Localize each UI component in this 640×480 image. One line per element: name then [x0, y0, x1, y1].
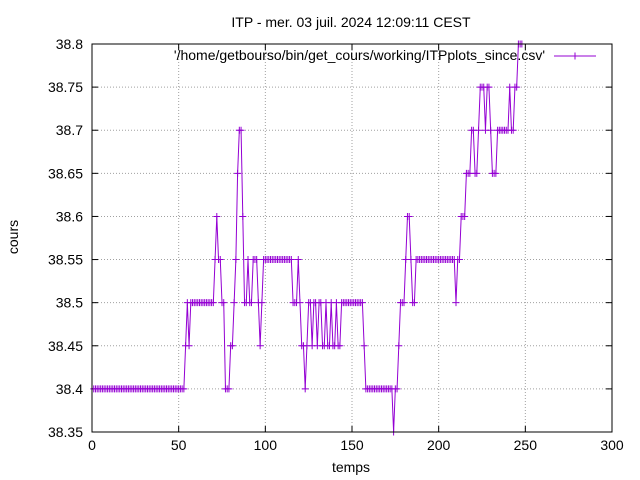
- x-tick-label: 150: [340, 437, 364, 453]
- data-point: [225, 385, 233, 393]
- y-tick-label: 38.6: [56, 208, 83, 224]
- y-tick-label: 38.5: [56, 295, 83, 311]
- data-point: [234, 169, 242, 177]
- data-point: [247, 299, 255, 307]
- x-axis-label: temps: [332, 459, 370, 475]
- data-point: [405, 212, 413, 220]
- series-layer: [90, 40, 526, 436]
- data-point: [360, 342, 368, 350]
- data-point: [513, 83, 521, 91]
- data-point: [230, 299, 238, 307]
- y-axis-label: cours: [5, 220, 21, 254]
- data-point: [232, 256, 240, 264]
- data-point: [410, 299, 418, 307]
- y-tick-label: 38.4: [56, 381, 83, 397]
- x-tick-label: 200: [427, 437, 451, 453]
- data-point: [180, 385, 188, 393]
- x-tick-label: 50: [171, 437, 187, 453]
- data-point: [487, 126, 495, 134]
- data-point: [509, 126, 517, 134]
- data-point: [475, 126, 483, 134]
- legend-label: '/home/getbourso/bin/get_cours/working/I…: [174, 47, 545, 63]
- y-tick-label: 38.8: [56, 36, 83, 52]
- data-point: [296, 299, 304, 307]
- data-point: [452, 299, 460, 307]
- y-tick-label: 38.65: [48, 165, 83, 181]
- y-tick-label: 38.35: [48, 424, 83, 440]
- data-point: [220, 299, 228, 307]
- data-point: [228, 342, 236, 350]
- y-tick-label: 38.7: [56, 122, 83, 138]
- data-point: [473, 169, 481, 177]
- data-point: [400, 299, 408, 307]
- data-point: [395, 342, 403, 350]
- y-tick-label: 38.45: [48, 338, 83, 354]
- legend-marker: [571, 52, 579, 60]
- x-tick-label: 250: [514, 437, 538, 453]
- plot-frame: [91, 43, 613, 433]
- data-point: [216, 256, 224, 264]
- data-point: [393, 385, 401, 393]
- data-point: [336, 342, 344, 350]
- data-point: [209, 299, 217, 307]
- x-tick-label: 100: [254, 437, 278, 453]
- data-point: [294, 256, 302, 264]
- x-tick-label: 300: [600, 437, 624, 453]
- legend: '/home/getbourso/bin/get_cours/working/I…: [174, 47, 596, 63]
- grid-lines: [92, 44, 612, 432]
- data-point: [461, 212, 469, 220]
- series-line: [93, 43, 522, 433]
- axis-ticks: 0 50 100 150 200 250 300 38.35 38.4 38.45 38.5 38.5…: [48, 36, 624, 453]
- data-point: [358, 299, 366, 307]
- data-point: [485, 83, 493, 91]
- data-point: [239, 212, 247, 220]
- data-point: [237, 126, 245, 134]
- data-point: [213, 212, 221, 220]
- y-tick-label: 38.55: [48, 252, 83, 268]
- data-point: [455, 256, 463, 264]
- data-point: [492, 169, 500, 177]
- data-point: [301, 385, 309, 393]
- data-point: [258, 299, 266, 307]
- data-point: [185, 342, 193, 350]
- data-point: [253, 256, 261, 264]
- data-point: [256, 342, 264, 350]
- chart-title: ITP - mer. 03 juil. 2024 12:09:11 CEST: [231, 14, 471, 30]
- y-tick-label: 38.75: [48, 79, 83, 95]
- data-point: [287, 256, 295, 264]
- x-tick-label: 0: [88, 437, 96, 453]
